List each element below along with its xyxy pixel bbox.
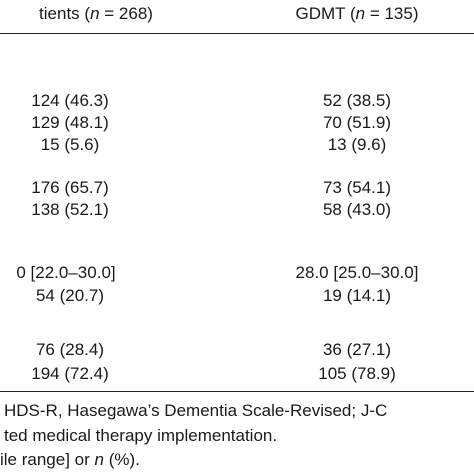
table-cell: 28.0 [25.0–30.0] (295, 263, 419, 282)
footnote: ile range] or n (%). (0, 450, 140, 470)
text-part: n (355, 4, 366, 23)
footnote: HDS-R, Hasegawa’s Dementia Scale-Revised… (4, 401, 387, 421)
table-cell: 54 (20.7) (35, 286, 105, 305)
table-cell: 124 (46.3) (31, 91, 109, 110)
table-cell: 194 (72.4) (31, 364, 109, 383)
table-cell: 0 [22.0–30.0] (16, 263, 116, 282)
table-cell: 73 (54.1) (322, 178, 392, 197)
text-part: ted medical therapy implementation. (4, 426, 278, 445)
text-part: tients ( (39, 4, 91, 23)
footnote: ted medical therapy implementation. (4, 426, 277, 446)
bottom-rule (0, 391, 474, 392)
table-cell: 76 (28.4) (35, 340, 105, 359)
table-cell: 58 (43.0) (322, 200, 392, 219)
column-header: tients (n = 268) (39, 4, 153, 24)
text-part: = 135) (365, 4, 419, 23)
table-cell: 13 (9.6) (327, 135, 387, 154)
table-cell: 129 (48.1) (31, 113, 109, 132)
table-cell: 19 (14.1) (322, 286, 392, 305)
table-cell: 52 (38.5) (322, 91, 392, 110)
text-part: HDS-R, Hasegawa’s Dementia Scale-Revised… (4, 401, 388, 420)
text-part: n (90, 4, 100, 23)
table-cell: 105 (78.9) (318, 364, 396, 383)
text-part: GDMT ( (295, 4, 356, 23)
text-part: ile range] or (0, 450, 95, 469)
table-cell: 176 (65.7) (31, 178, 109, 197)
text-part: = 268) (99, 4, 153, 23)
text-part: (%). (103, 450, 140, 469)
table-cell: 36 (27.1) (322, 340, 392, 359)
header-rule (0, 33, 474, 34)
text-part: n (94, 450, 104, 469)
table-cell: 138 (52.1) (31, 200, 109, 219)
table-cell: 15 (5.6) (40, 135, 100, 154)
table-cell: 70 (51.9) (322, 113, 392, 132)
column-header: GDMT (n = 135) (296, 4, 419, 24)
